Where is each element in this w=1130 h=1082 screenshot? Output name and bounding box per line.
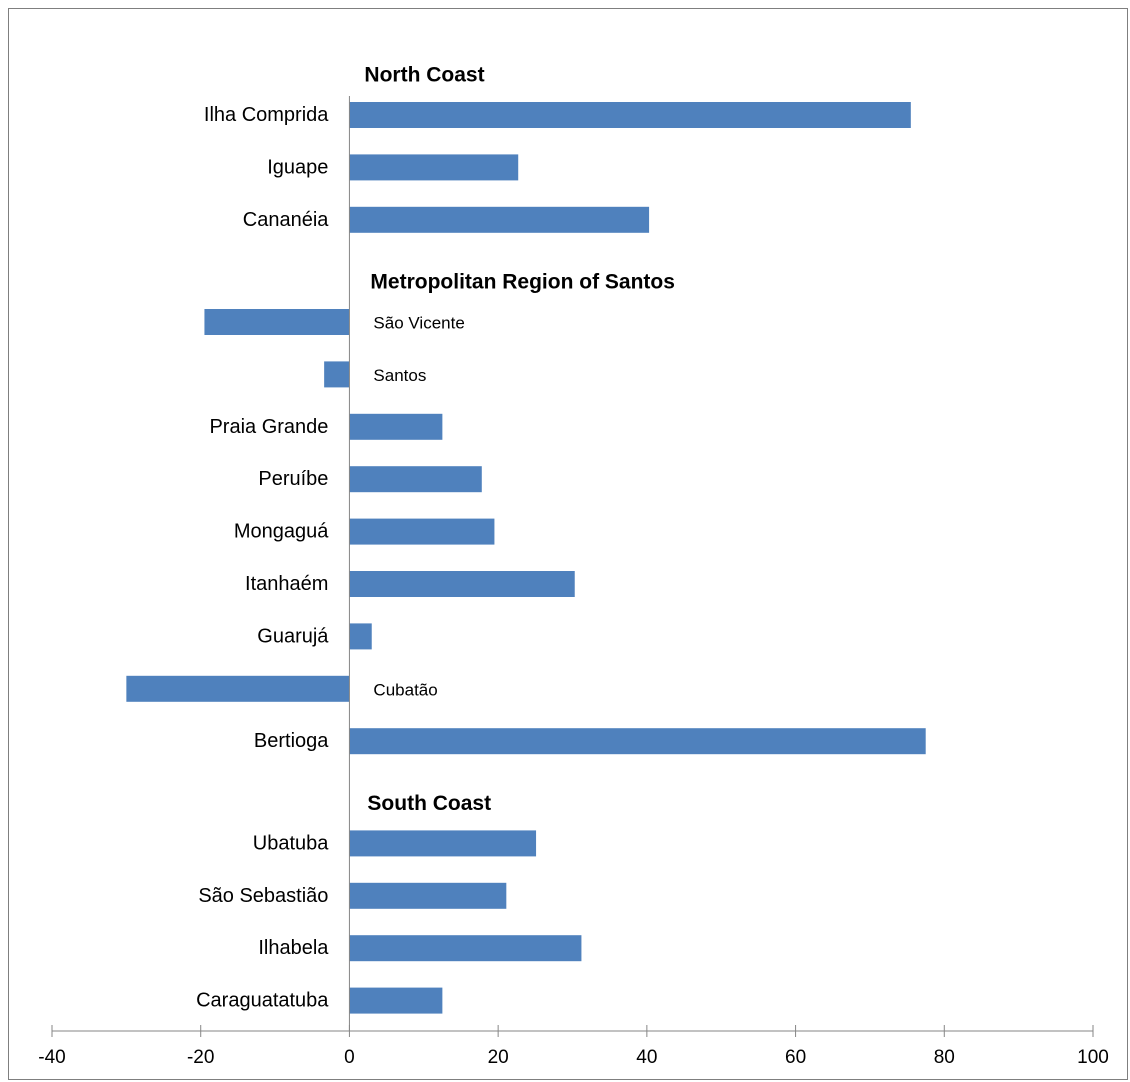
category-label: Cubatão xyxy=(373,680,437,699)
bar xyxy=(126,675,350,702)
category-label: Cananéia xyxy=(243,209,330,231)
group-title: North Coast xyxy=(364,64,484,87)
bar xyxy=(349,987,443,1014)
category-label: Peruíbe xyxy=(258,468,328,490)
bar xyxy=(349,571,575,597)
group-title: Metropolitan Region of Santos xyxy=(370,271,675,294)
category-label: Itanhaém xyxy=(245,573,328,595)
bar xyxy=(349,518,495,545)
category-label: Mongaguá xyxy=(234,521,329,543)
category-label: Praia Grande xyxy=(209,416,328,438)
category-label: São Vicente xyxy=(373,314,464,333)
x-tick-label: 0 xyxy=(344,1047,355,1068)
x-tick-label: -40 xyxy=(38,1047,65,1068)
bar xyxy=(349,413,443,440)
x-tick-label: 60 xyxy=(785,1047,806,1068)
x-tick-label: 80 xyxy=(934,1047,955,1068)
category-label: Ilhabela xyxy=(258,937,329,959)
x-tick-label: 40 xyxy=(636,1047,657,1068)
bar xyxy=(349,882,507,909)
bar xyxy=(349,154,519,181)
bar xyxy=(349,728,926,755)
category-label: Iguape xyxy=(267,156,328,178)
bar xyxy=(349,102,911,128)
category-label: Bertioga xyxy=(254,730,329,752)
bar xyxy=(349,623,372,650)
category-label: Ubatuba xyxy=(253,832,329,854)
category-label: Ilha Comprida xyxy=(204,104,329,126)
x-tick-label: 100 xyxy=(1077,1047,1109,1068)
category-label: Santos xyxy=(373,366,426,385)
category-label: São Sebastião xyxy=(198,885,328,907)
bar xyxy=(349,935,582,962)
bar xyxy=(204,309,350,335)
chart-frame xyxy=(8,8,1128,1080)
bar xyxy=(324,361,350,388)
group-title: South Coast xyxy=(367,792,491,815)
category-label: Caraguatatuba xyxy=(196,990,329,1012)
bar xyxy=(349,466,482,493)
category-label: Guarujá xyxy=(257,625,329,647)
x-tick-label: 20 xyxy=(488,1047,509,1068)
bar xyxy=(349,830,537,857)
bar xyxy=(349,206,650,233)
x-tick-label: -20 xyxy=(187,1047,214,1068)
